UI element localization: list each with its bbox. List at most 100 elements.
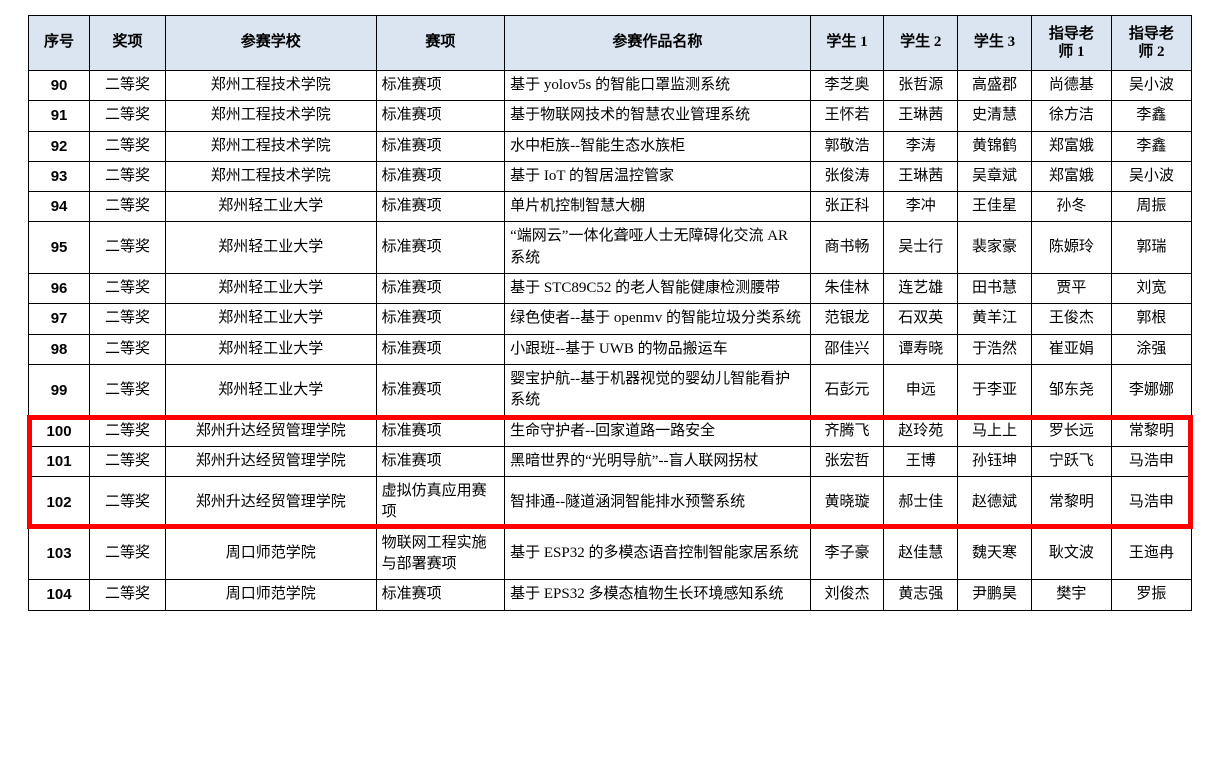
row-student2-cell: 李冲: [883, 191, 959, 223]
row-student2-cell: 连艺雄: [883, 273, 959, 305]
row-award-cell: 二等奖: [89, 333, 166, 365]
row-student3-cell: 黄锦鹤: [957, 130, 1032, 162]
row-student1-cell: 刘俊杰: [809, 579, 885, 611]
row-event-cell: 虚拟仿真应用赛项: [375, 476, 506, 529]
row-index-cell: 92: [27, 130, 91, 162]
row-student1-cell: 张正科: [809, 191, 885, 223]
row-student2-cell: 王琳茜: [883, 100, 959, 132]
row-teacher2-cell: 吴小波: [1110, 69, 1193, 102]
row-teacher2-cell: 王迤冉: [1110, 527, 1193, 581]
row-student1-cell: 齐腾飞: [809, 415, 885, 447]
row-teacher1-cell: 耿文波: [1030, 527, 1112, 581]
row-teacher2-cell: 涂强: [1110, 333, 1193, 365]
row-award-cell: 二等奖: [89, 527, 166, 581]
row-award-cell: 二等奖: [89, 160, 166, 193]
row-student1-cell: 邵佳兴: [809, 333, 885, 365]
row-student2-cell: 谭寿晓: [883, 333, 959, 365]
row-event-cell: 标准赛项: [375, 160, 506, 193]
row-title-cell: 婴宝护航--基于机器视觉的婴幼儿智能看护系统: [504, 363, 811, 417]
row-teacher2-cell: 吴小波: [1110, 160, 1193, 193]
row-student3-cell: 王佳星: [957, 191, 1032, 223]
row-teacher2-cell: 常黎明: [1110, 415, 1193, 447]
row-teacher2-cell: 李鑫: [1110, 100, 1193, 132]
row-student1-cell: 范银龙: [809, 303, 885, 335]
column-header-title: 参赛作品名称: [504, 15, 811, 71]
row-teacher1-cell: 崔亚娟: [1030, 333, 1112, 365]
row-index-cell: 96: [27, 273, 91, 305]
row-award-cell: 二等奖: [89, 273, 166, 305]
row-event-cell: 标准赛项: [375, 100, 506, 132]
row-event-cell: 标准赛项: [375, 303, 506, 335]
row-student3-cell: 裴家豪: [957, 221, 1032, 275]
column-header-teacher2-line1: 指导老: [1128, 26, 1174, 42]
row-teacher1-cell: 王俊杰: [1030, 303, 1112, 335]
column-header-index: 序号: [27, 15, 91, 71]
row-student1-cell: 李子豪: [809, 527, 885, 581]
row-title-cell: 基于 yolov5s 的智能口罩监测系统: [504, 69, 811, 102]
row-index-cell: 95: [27, 221, 91, 275]
table-row: 99 二等奖 郑州轻工业大学 标准赛项 婴宝护航--基于机器视觉的婴幼儿智能看护系统 石彭…: [27, 363, 1193, 417]
row-school-cell: 郑州工程技术学院: [164, 160, 377, 193]
row-award-cell: 二等奖: [89, 69, 166, 102]
row-student3-cell: 于李亚: [957, 363, 1032, 417]
column-header-teacher1: 指导老 师 1: [1030, 15, 1112, 71]
row-title-cell: 智排通--隧道涵洞智能排水预警系统: [504, 476, 811, 529]
row-student3-cell: 魏天寒: [957, 527, 1032, 581]
row-index-cell: 97: [27, 303, 91, 335]
row-teacher1-cell: 罗长远: [1030, 415, 1112, 447]
row-index-cell: 94: [27, 191, 91, 223]
table-row: 101 二等奖 郑州升达经贸管理学院 标准赛项 黑暗世界的“光明导航”--盲人联网拐杖张…: [27, 445, 1193, 478]
row-event-cell: 标准赛项: [375, 333, 506, 365]
row-title-cell: 单片机控制智慧大棚: [504, 191, 811, 223]
row-student2-cell: 李涛: [883, 130, 959, 162]
row-event-cell: 标准赛项: [375, 579, 506, 611]
row-teacher1-cell: 尚德基: [1030, 69, 1112, 102]
row-school-cell: 郑州升达经贸管理学院: [164, 476, 377, 529]
row-award-cell: 二等奖: [89, 415, 166, 447]
row-teacher2-cell: 马浩申: [1110, 445, 1193, 478]
row-teacher2-cell: 李鑫: [1110, 130, 1193, 162]
table-row: 92 二等奖 郑州工程技术学院 标准赛项 水中柜族--智能生态水族柜 郭敬浩 李涛 黄锦鹤 郑富…: [27, 130, 1193, 162]
row-teacher1-cell: 常黎明: [1030, 476, 1112, 529]
row-teacher1-cell: 郑富娥: [1030, 160, 1112, 193]
row-title-cell: 黑暗世界的“光明导航”--盲人联网拐杖: [504, 445, 811, 478]
row-student2-cell: 吴士行: [883, 221, 959, 275]
row-teacher1-cell: 郑富娥: [1030, 130, 1112, 162]
column-header-school: 参赛学校: [164, 15, 377, 71]
row-student3-cell: 黄羊江: [957, 303, 1032, 335]
table-row: 98 二等奖 郑州轻工业大学 标准赛项 小跟班--基于 UWB 的物品搬运车 邵佳兴 谭寿晓…: [27, 333, 1193, 365]
row-school-cell: 郑州轻工业大学: [164, 363, 377, 417]
row-index-cell: 93: [27, 160, 91, 193]
row-title-cell: 基于 IoT 的智居温控管家: [504, 160, 811, 193]
row-event-cell: 标准赛项: [375, 273, 506, 305]
row-title-cell: “端网云”一体化聋哑人士无障碍化交流 AR 系统: [504, 221, 811, 275]
row-teacher2-cell: 郭瑞: [1110, 221, 1193, 275]
column-header-student2: 学生 2: [883, 15, 959, 71]
row-teacher1-cell: 陈嫄玲: [1030, 221, 1112, 275]
row-school-cell: 周口师范学院: [164, 527, 377, 581]
row-school-cell: 郑州轻工业大学: [164, 273, 377, 305]
row-index-cell: 100: [27, 415, 91, 447]
row-event-cell: 标准赛项: [375, 69, 506, 102]
row-title-cell: 水中柜族--智能生态水族柜: [504, 130, 811, 162]
row-award-cell: 二等奖: [89, 191, 166, 223]
row-student2-cell: 石双英: [883, 303, 959, 335]
row-student1-cell: 李芝奥: [809, 69, 885, 102]
row-student2-cell: 郝士佳: [883, 476, 959, 529]
row-student2-cell: 赵佳慧: [883, 527, 959, 581]
row-event-cell: 标准赛项: [375, 221, 506, 275]
row-event-cell: 标准赛项: [375, 363, 506, 417]
table-row: 103 二等奖 周口师范学院 物联网工程实施与部署赛项 基于 ESP32 的多模态语音控…: [27, 527, 1193, 581]
row-student2-cell: 王琳茜: [883, 160, 959, 193]
row-school-cell: 郑州轻工业大学: [164, 221, 377, 275]
row-title-cell: 基于 EPS32 多模态植物生长环境感知系统: [504, 579, 811, 611]
row-award-cell: 二等奖: [89, 221, 166, 275]
row-index-cell: 91: [27, 100, 91, 132]
row-school-cell: 郑州工程技术学院: [164, 69, 377, 102]
table-row: 100 二等奖 郑州升达经贸管理学院 标准赛项 生命守护者--回家道路一路安全 齐腾飞 赵玲…: [27, 415, 1193, 447]
row-school-cell: 郑州轻工业大学: [164, 191, 377, 223]
row-award-cell: 二等奖: [89, 476, 166, 529]
row-student2-cell: 黄志强: [883, 579, 959, 611]
row-teacher2-cell: 周振: [1110, 191, 1193, 223]
row-student3-cell: 孙钰坤: [957, 445, 1032, 478]
